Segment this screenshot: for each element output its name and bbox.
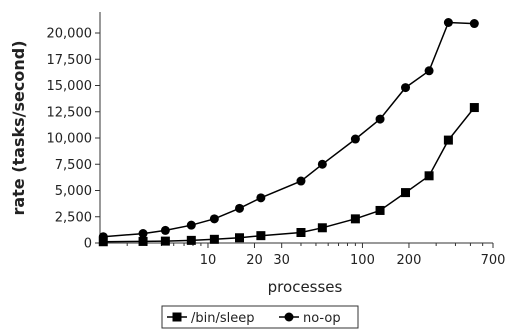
- x-tick-label: 100: [350, 253, 375, 268]
- data-point-no-op: [235, 203, 245, 213]
- legend-label-bin-sleep: /bin/sleep: [191, 311, 255, 326]
- y-tick-label: 12,500: [47, 105, 93, 120]
- y-tick-label: 15,000: [47, 79, 93, 94]
- data-point-no-op: [186, 220, 196, 230]
- data-point-bin-sleep: [375, 205, 385, 215]
- data-point-bin-sleep: [296, 228, 306, 237]
- data-point-bin-sleep: [350, 214, 360, 224]
- series-line-bin-sleep: [103, 107, 475, 243]
- x-tick-label: 200: [397, 253, 422, 268]
- data-point-no-op: [296, 176, 306, 186]
- y-tick-label: 0: [84, 237, 92, 252]
- data-point-no-op: [160, 225, 170, 235]
- data-point-no-op: [469, 19, 479, 29]
- data-point-bin-sleep: [138, 236, 148, 246]
- x-tick-label: 10: [200, 253, 217, 268]
- data-point-bin-sleep: [256, 231, 266, 241]
- data-point-bin-sleep: [160, 236, 170, 246]
- series-bin-sleep: [98, 103, 479, 247]
- data-point-no-op: [424, 66, 434, 76]
- data-point-bin-sleep: [469, 103, 479, 113]
- data-point-bin-sleep: [443, 135, 453, 145]
- x-axis-label: processes: [268, 278, 343, 296]
- data-point-no-op: [317, 159, 327, 169]
- legend-swatch-no-op-marker: [284, 312, 294, 322]
- data-point-no-op: [256, 193, 266, 203]
- data-point-no-op: [209, 214, 219, 224]
- y-tick-label: 7,500: [55, 158, 92, 173]
- y-tick-label: 20,000: [47, 27, 93, 42]
- legend-border: [161, 305, 359, 329]
- series-no-op: [98, 18, 479, 242]
- data-point-bin-sleep: [317, 223, 327, 233]
- data-point-no-op: [375, 114, 385, 124]
- y-tick-label: 5,000: [55, 184, 92, 199]
- data-point-no-op: [401, 83, 411, 93]
- series-line-no-op: [103, 21, 475, 238]
- data-point-no-op: [138, 229, 148, 239]
- y-tick-label: 10,000: [47, 132, 93, 147]
- data-point-no-op: [350, 134, 360, 144]
- y-tick-label: 17,500: [47, 53, 93, 68]
- legend-swatch-bin-sleep-marker: [172, 312, 182, 322]
- data-point-bin-sleep: [424, 171, 434, 181]
- legend-label-no-op: no-op: [303, 311, 341, 326]
- axes: 0 2,500 5,000 7,500 10,000 12,500 15,000 17,500…: [47, 12, 506, 268]
- x-tick-label: 700: [481, 253, 506, 268]
- x-tick-label: 30: [273, 253, 290, 268]
- x-tick-label: 20: [246, 253, 263, 268]
- data-point-bin-sleep: [235, 233, 245, 243]
- data-point-no-op: [98, 232, 108, 242]
- data-point-bin-sleep: [401, 188, 411, 198]
- y-axis-label: rate (tasks/second): [9, 40, 28, 215]
- series-layer: [98, 18, 479, 247]
- y-tick-label: 2,500: [55, 210, 92, 225]
- data-point-bin-sleep: [209, 234, 219, 244]
- legend: /bin/sleep no-op: [161, 305, 359, 329]
- data-point-bin-sleep: [186, 235, 196, 245]
- data-point-no-op: [443, 18, 453, 27]
- data-point-bin-sleep: [98, 237, 108, 247]
